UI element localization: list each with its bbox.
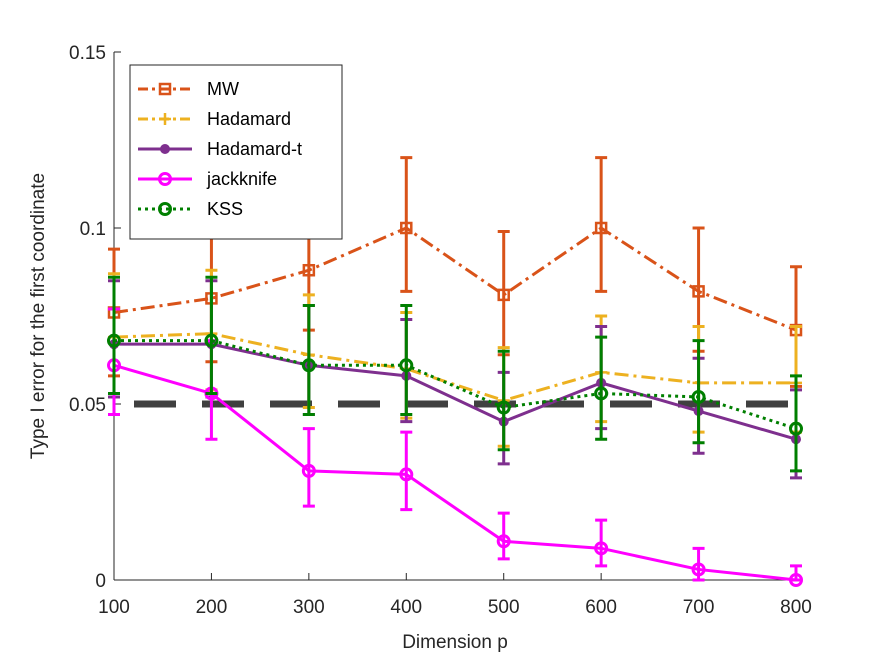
error-bar-jackknife-300 — [302, 427, 315, 508]
y-tick-label: 0.1 — [80, 219, 106, 240]
x-tick-label: 400 — [390, 597, 422, 618]
legend-marker-kss — [158, 202, 172, 216]
data-point-kss-200 — [204, 333, 219, 348]
legend: MW Hadamard Hadamard-t jackknife KSS — [129, 64, 343, 240]
series-layer — [107, 156, 803, 587]
data-point-mw-500 — [497, 288, 510, 302]
x-tick-label: 600 — [585, 597, 617, 618]
series-kss — [107, 275, 803, 473]
data-point-jackknife-300 — [301, 463, 316, 478]
data-point-kss-400 — [399, 358, 414, 373]
legend-marker-hadamard — [159, 113, 171, 125]
error-bar-jackknife-400 — [400, 430, 413, 512]
y-tick-label: 0.15 — [69, 43, 106, 64]
data-point-kss-700 — [691, 389, 706, 404]
legend-label-jackknife: jackknife — [206, 169, 277, 189]
x-axis-label: Dimension p — [402, 632, 508, 653]
series-line-hadamard-t — [114, 342, 797, 441]
y-tick-label: 0.05 — [69, 395, 106, 416]
data-point-kss-600 — [594, 386, 609, 401]
data-point-jackknife-700 — [691, 562, 706, 577]
data-point-kss-500 — [496, 400, 511, 415]
y-axis-label: Type I error for the first coordinate — [28, 173, 49, 459]
data-point-jackknife-800 — [789, 573, 803, 587]
legend-label-hadamard-t: Hadamard-t — [207, 139, 302, 159]
legend-label-mw: MW — [207, 79, 239, 99]
data-point-jackknife-600 — [594, 541, 609, 556]
legend-marker-mw — [158, 82, 172, 96]
data-point-mw-300 — [302, 263, 316, 277]
x-tick-label: 300 — [293, 597, 325, 618]
series-line-kss — [114, 339, 797, 431]
data-point-jackknife-500 — [496, 534, 511, 549]
x-tick-label: 100 — [98, 597, 130, 618]
error-bar-kss-500 — [497, 349, 510, 452]
x-tick-label: 800 — [780, 597, 812, 618]
error-bar-mw-600 — [595, 156, 608, 293]
data-point-kss-800 — [789, 421, 803, 436]
y-tick-label: 0 — [95, 571, 106, 592]
axes: 100 200 300 400 500 600 700 800 0 0.05 0.1 0.15 — [69, 43, 812, 618]
x-tick-label: 700 — [683, 597, 715, 618]
legend-marker-jackknife — [158, 172, 172, 186]
legend-marker-hadamard-t — [160, 144, 170, 154]
data-point-kss-100 — [107, 333, 121, 348]
x-tick-label: 200 — [196, 597, 228, 618]
data-point-kss-300 — [301, 358, 316, 373]
series-line-hadamard — [113, 332, 796, 403]
legend-label-kss: KSS — [207, 199, 243, 219]
x-tick-label: 500 — [488, 597, 520, 618]
series-line-jackknife — [113, 363, 797, 582]
series-line-mw — [113, 226, 797, 332]
data-point-mw-700 — [692, 285, 705, 298]
legend-label-hadamard: Hadamard — [207, 109, 291, 129]
error-bar-mw-400 — [400, 156, 413, 293]
data-point-jackknife-400 — [399, 467, 414, 482]
data-point-mw-600 — [594, 221, 608, 235]
data-point-mw-400 — [400, 221, 413, 235]
